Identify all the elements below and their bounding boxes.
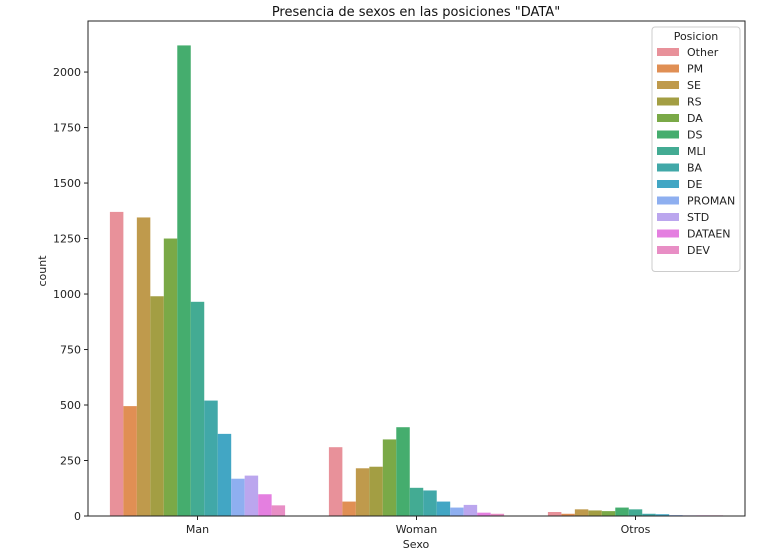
chart-title: Presencia de sexos en las posiciones "DA… [272,5,560,20]
bar-std-woman [463,504,478,516]
bar-rs-otros [588,510,602,516]
y-tick-label: 1500 [53,177,81,190]
bar-pm-woman [342,501,356,516]
legend-label-std: STD [687,211,709,224]
legend-swatch-pm [657,64,679,73]
bar-ds-man [177,45,191,517]
x-axis-label: Sexo [403,538,430,551]
bar-da-woman [382,439,397,516]
legend-swatch-rs [657,97,679,106]
legend-swatch-proman [657,196,679,205]
legend: Posicion Other PM SE RS DA DS MLI BA DE PROMAN STD D… [651,26,741,272]
x-tick-label-man: Man [186,523,209,536]
legend-swatch-std [657,213,679,221]
y-tick-label: 750 [60,344,81,357]
bar-rs-woman [369,466,383,516]
bar-de-woman [436,501,451,516]
y-tick-label: 250 [60,455,81,468]
axes: 0 250 500 750 1000 1250 1500 1750 2000 Man Woman Ot… [53,20,746,536]
bar-da-otros [601,511,616,516]
bar-other-otros [547,512,562,516]
legend-label-proman: PROMAN [687,195,735,208]
x-tick-label-woman: Woman [396,523,437,536]
bar-ds-woman [396,427,410,516]
x-tick-label-otros: Otros [621,523,651,536]
bar-ba-man [204,400,218,516]
bar-rs-man [150,296,164,516]
bar-de-man [217,433,232,516]
legend-label-mli: MLI [687,145,706,158]
legend-label-dataen: DATAEN [687,228,731,241]
bar-pm-otros [561,513,575,516]
legend-label-ba: BA [687,162,703,175]
legend-swatch-ba [657,163,679,172]
legend-swatch-dataen [657,229,679,238]
bar-dev-man [271,505,286,516]
legend-swatch-da [657,114,679,122]
legend-label-dev: DEV [687,244,710,257]
legend-swatch-se [657,81,679,89]
bar-mli-man [190,301,205,516]
bar-mli-otros [628,509,643,516]
y-tick-label: 1750 [53,122,81,135]
bar-ds-otros [615,507,629,516]
bar-da-man [163,238,178,516]
legend-title: Posicion [674,30,719,43]
legend-label-de: DE [687,178,702,191]
legend-label-rs: RS [687,96,702,109]
bar-proman-man [231,478,245,516]
bar-proman-woman [450,507,464,516]
bar-ba-otros [642,513,656,516]
y-axis-label: count [36,255,49,287]
bar-se-woman [355,468,370,516]
bar-se-otros [574,509,589,516]
legend-label-pm: PM [687,63,703,76]
bar-ba-woman [423,490,437,516]
y-tick-label: 0 [74,510,81,523]
bar-de-otros [655,514,670,516]
y-tick-label: 1250 [53,233,81,246]
bar-pm-man [123,406,137,516]
legend-label-other: Other [687,46,719,59]
legend-swatch-other [657,48,679,56]
bar-dev-woman [490,513,505,516]
bar-se-man [136,217,151,516]
legend-label-se: SE [687,79,701,92]
legend-swatch-ds [657,130,679,139]
y-tick-label: 2000 [53,66,81,79]
legend-swatch-de [657,180,679,188]
legend-swatch-mli [657,147,679,155]
legend-swatch-dev [657,246,679,254]
legend-label-da: DA [687,112,703,125]
bar-dataen-man [258,494,272,516]
bar-other-woman [328,447,343,516]
bar-mli-woman [409,487,424,516]
bar-dataen-woman [477,512,491,516]
bar-other-man [109,211,124,516]
bar-std-man [244,475,259,516]
legend-label-ds: DS [687,129,702,142]
plot-area [109,45,724,517]
y-tick-label: 500 [60,399,81,412]
y-tick-label: 1000 [53,288,81,301]
